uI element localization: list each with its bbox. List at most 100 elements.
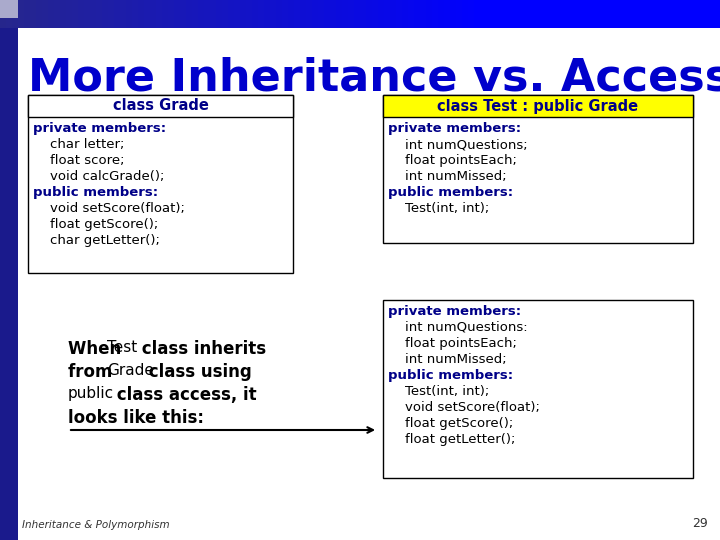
Bar [30, 0, 36, 28]
Text: public members:: public members: [33, 186, 158, 199]
Text: Test: Test [107, 340, 138, 355]
Bar [438, 0, 444, 28]
Bar [684, 0, 690, 28]
Bar [654, 0, 660, 28]
Bar [36, 0, 42, 28]
Bar [480, 0, 486, 28]
Bar [66, 0, 72, 28]
Bar [600, 0, 606, 28]
Bar [120, 0, 126, 28]
Bar [210, 0, 216, 28]
Text: private members:: private members: [33, 122, 166, 135]
Bar [636, 0, 642, 28]
Text: int numMissed;: int numMissed; [388, 170, 507, 183]
Bar [192, 0, 198, 28]
Bar [456, 0, 462, 28]
Bar [462, 0, 468, 28]
Text: class using: class using [143, 363, 252, 381]
Bar [378, 0, 384, 28]
Bar [0, 0, 18, 540]
Bar [522, 0, 528, 28]
Bar [144, 0, 150, 28]
Text: private members:: private members: [388, 122, 521, 135]
Bar [582, 0, 588, 28]
Bar [324, 0, 330, 28]
Bar [564, 0, 570, 28]
Bar [12, 0, 18, 28]
Bar [383, 95, 693, 117]
Bar [102, 0, 108, 28]
Bar [42, 0, 48, 28]
Bar [150, 0, 156, 28]
Bar [24, 0, 30, 28]
Bar [384, 0, 390, 28]
Bar [28, 95, 293, 273]
Bar [246, 0, 252, 28]
Bar [90, 0, 96, 28]
Bar [282, 0, 288, 28]
Text: When: When [68, 340, 127, 358]
Text: void calcGrade();: void calcGrade(); [33, 170, 164, 183]
Bar [396, 0, 402, 28]
Bar [516, 0, 522, 28]
Text: char letter;: char letter; [33, 138, 125, 151]
Bar [624, 0, 630, 28]
Bar [594, 0, 600, 28]
Bar [504, 0, 510, 28]
Bar [648, 0, 654, 28]
Bar [162, 0, 168, 28]
Bar [114, 0, 120, 28]
Bar [450, 0, 456, 28]
Bar [108, 0, 114, 28]
Bar [618, 0, 624, 28]
Bar [180, 0, 186, 28]
Bar [402, 0, 408, 28]
Text: Grade: Grade [107, 363, 154, 378]
Bar [318, 0, 324, 28]
Bar [216, 0, 222, 28]
Bar [6, 0, 12, 28]
Bar [228, 0, 234, 28]
Text: Test(int, int);: Test(int, int); [388, 385, 490, 398]
Bar [420, 0, 426, 28]
Bar [432, 0, 438, 28]
Bar [126, 0, 132, 28]
Text: float score;: float score; [33, 154, 125, 167]
Bar [270, 0, 276, 28]
Text: float pointsEach;: float pointsEach; [388, 154, 517, 167]
Text: from: from [68, 363, 118, 381]
Bar [366, 0, 372, 28]
Text: void setScore(float);: void setScore(float); [33, 202, 185, 215]
Bar [588, 0, 594, 28]
Bar [492, 0, 498, 28]
Bar [252, 0, 258, 28]
Bar [54, 0, 60, 28]
Text: int numMissed;: int numMissed; [388, 353, 507, 366]
Bar [0, 0, 6, 28]
Text: float getScore();: float getScore(); [33, 218, 158, 231]
Text: public members:: public members: [388, 186, 513, 199]
Text: More Inheritance vs. Access: More Inheritance vs. Access [28, 57, 720, 99]
Bar [132, 0, 138, 28]
Bar [48, 0, 54, 28]
Text: private members:: private members: [388, 305, 521, 318]
Bar [558, 0, 564, 28]
Bar [300, 0, 306, 28]
Bar [383, 300, 693, 478]
Bar [234, 0, 240, 28]
Bar [222, 0, 228, 28]
Bar [306, 0, 312, 28]
Bar [498, 0, 504, 28]
Bar [606, 0, 612, 28]
Text: public: public [68, 386, 114, 401]
Bar [288, 0, 294, 28]
Text: float getScore();: float getScore(); [388, 417, 513, 430]
Text: int numQuestions:: int numQuestions: [388, 321, 528, 334]
Bar [360, 0, 366, 28]
Bar [312, 0, 318, 28]
Bar [174, 0, 180, 28]
Text: class Grade: class Grade [112, 98, 208, 113]
Bar [474, 0, 480, 28]
Bar [696, 0, 702, 28]
Bar [702, 0, 708, 28]
